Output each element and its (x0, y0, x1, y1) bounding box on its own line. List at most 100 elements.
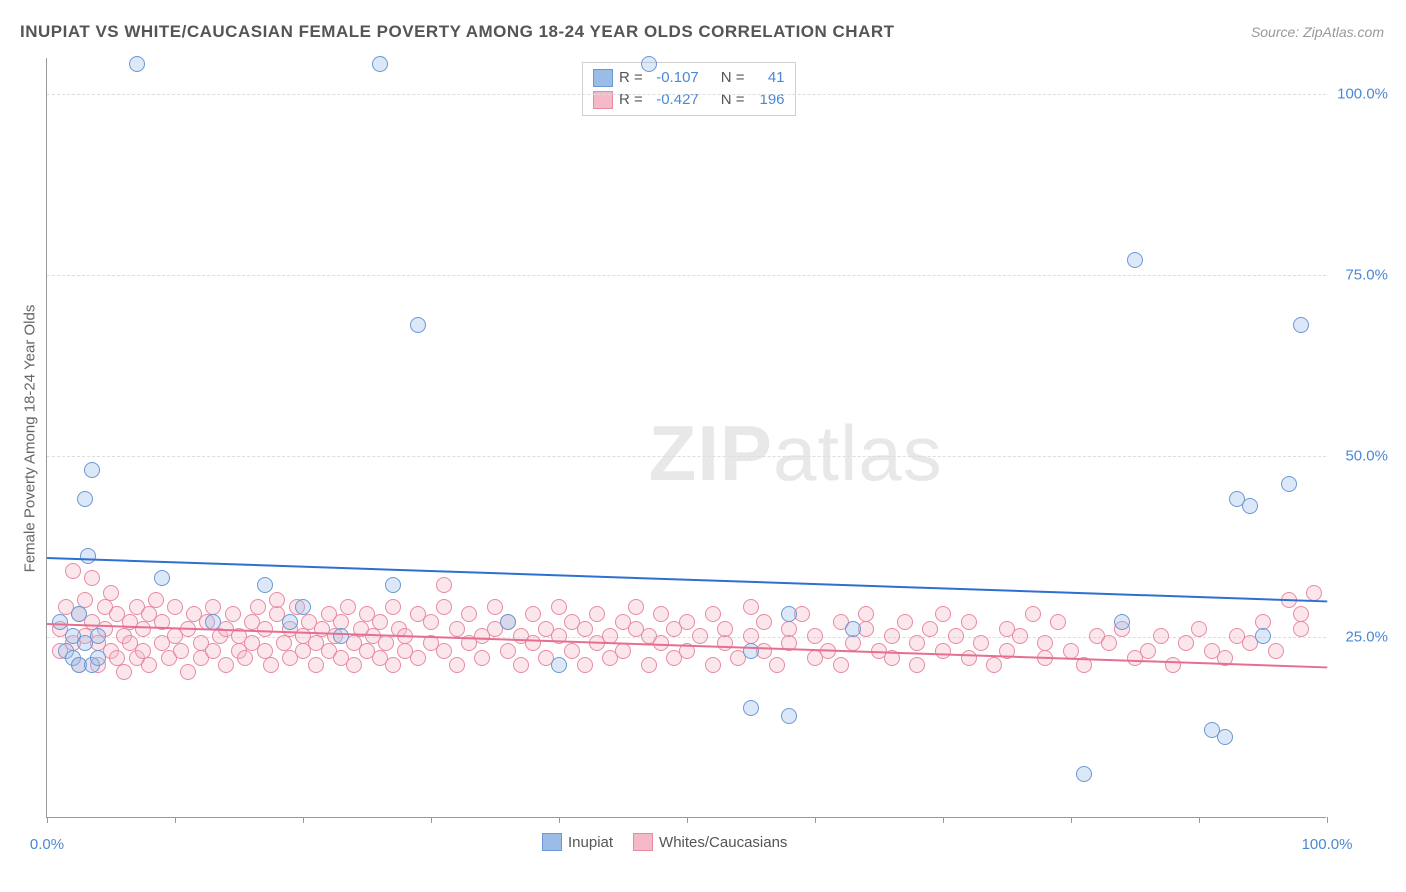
data-point-whites (525, 606, 541, 622)
data-point-whites (756, 614, 772, 630)
data-point-whites (385, 657, 401, 673)
data-point-inupiat (1127, 252, 1143, 268)
data-point-whites (173, 643, 189, 659)
data-point-whites (615, 643, 631, 659)
xtick (175, 817, 176, 823)
data-point-whites (935, 643, 951, 659)
r-label: R = (619, 89, 643, 111)
ytick-label: 100.0% (1337, 86, 1388, 103)
y-axis-label: Female Poverty Among 18-24 Year Olds (22, 269, 39, 609)
watermark-zip: ZIP (649, 409, 773, 497)
data-point-whites (103, 585, 119, 601)
data-point-inupiat (372, 56, 388, 72)
ytick-label: 25.0% (1345, 629, 1388, 646)
data-point-whites (378, 635, 394, 651)
data-point-whites (180, 664, 196, 680)
data-point-whites (589, 606, 605, 622)
data-point-whites (1178, 635, 1194, 651)
data-point-whites (135, 621, 151, 637)
data-point-whites (263, 657, 279, 673)
data-point-whites (705, 657, 721, 673)
watermark: ZIPatlas (649, 408, 943, 499)
data-point-inupiat (282, 614, 298, 630)
data-point-whites (948, 628, 964, 644)
data-point-whites (1063, 643, 1079, 659)
data-point-whites (986, 657, 1002, 673)
xtick (815, 817, 816, 823)
data-point-whites (717, 621, 733, 637)
data-point-whites (909, 657, 925, 673)
data-point-inupiat (500, 614, 516, 630)
data-point-whites (961, 614, 977, 630)
data-point-whites (653, 606, 669, 622)
legend-stats-row-inupiat: R = -0.107 N = 41 (593, 67, 785, 89)
data-point-whites (205, 643, 221, 659)
data-point-whites (1037, 635, 1053, 651)
data-point-whites (628, 599, 644, 615)
trendline-inupiat (47, 557, 1327, 602)
data-point-inupiat (84, 462, 100, 478)
data-point-whites (897, 614, 913, 630)
xtick (1327, 817, 1328, 823)
data-point-inupiat (1242, 498, 1258, 514)
data-point-whites (372, 614, 388, 630)
data-point-whites (1191, 621, 1207, 637)
plot-area: ZIPatlas R = -0.107 N = 41 R = -0.427 N … (46, 58, 1326, 818)
data-point-whites (436, 643, 452, 659)
data-point-whites (1165, 657, 1181, 673)
xtick-label: 100.0% (1302, 836, 1353, 853)
legend-stats-row-whites: R = -0.427 N = 196 (593, 89, 785, 111)
data-point-inupiat (845, 621, 861, 637)
data-point-whites (564, 643, 580, 659)
data-point-whites (922, 621, 938, 637)
source-name: ZipAtlas.com (1303, 24, 1384, 40)
gridline (47, 275, 1326, 276)
data-point-whites (769, 657, 785, 673)
xtick (431, 817, 432, 823)
data-point-whites (167, 599, 183, 615)
data-point-inupiat (743, 643, 759, 659)
data-point-inupiat (90, 628, 106, 644)
legend-item-inupiat: Inupiat (542, 833, 613, 851)
data-point-whites (423, 614, 439, 630)
data-point-inupiat (1293, 317, 1309, 333)
data-point-inupiat (385, 577, 401, 593)
xtick (1071, 817, 1072, 823)
data-point-whites (525, 635, 541, 651)
data-point-whites (461, 606, 477, 622)
data-point-whites (436, 599, 452, 615)
legend-series: Inupiat Whites/Caucasians (542, 833, 787, 851)
data-point-whites (116, 664, 132, 680)
n-label: N = (721, 67, 745, 89)
n-value-whites: 196 (751, 89, 785, 111)
data-point-whites (84, 570, 100, 586)
data-point-whites (269, 592, 285, 608)
xtick (943, 817, 944, 823)
data-point-whites (807, 628, 823, 644)
data-point-whites (1140, 643, 1156, 659)
data-point-whites (1025, 606, 1041, 622)
swatch-whites (633, 833, 653, 851)
chart-title: INUPIAT VS WHITE/CAUCASIAN FEMALE POVERT… (20, 22, 895, 42)
data-point-inupiat (80, 548, 96, 564)
data-point-whites (474, 650, 490, 666)
data-point-whites (513, 657, 529, 673)
data-point-inupiat (257, 577, 273, 593)
data-point-inupiat (743, 700, 759, 716)
data-point-whites (1293, 621, 1309, 637)
data-point-whites (1268, 643, 1284, 659)
n-label: N = (721, 89, 745, 111)
data-point-whites (250, 599, 266, 615)
source-prefix: Source: (1251, 24, 1303, 40)
ytick-label: 75.0% (1345, 267, 1388, 284)
gridline (47, 94, 1326, 95)
xtick (559, 817, 560, 823)
data-point-inupiat (77, 491, 93, 507)
legend-label-inupiat: Inupiat (568, 834, 613, 851)
xtick (47, 817, 48, 823)
data-point-whites (679, 614, 695, 630)
data-point-whites (858, 606, 874, 622)
data-point-whites (1101, 635, 1117, 651)
data-point-inupiat (154, 570, 170, 586)
data-point-inupiat (71, 606, 87, 622)
